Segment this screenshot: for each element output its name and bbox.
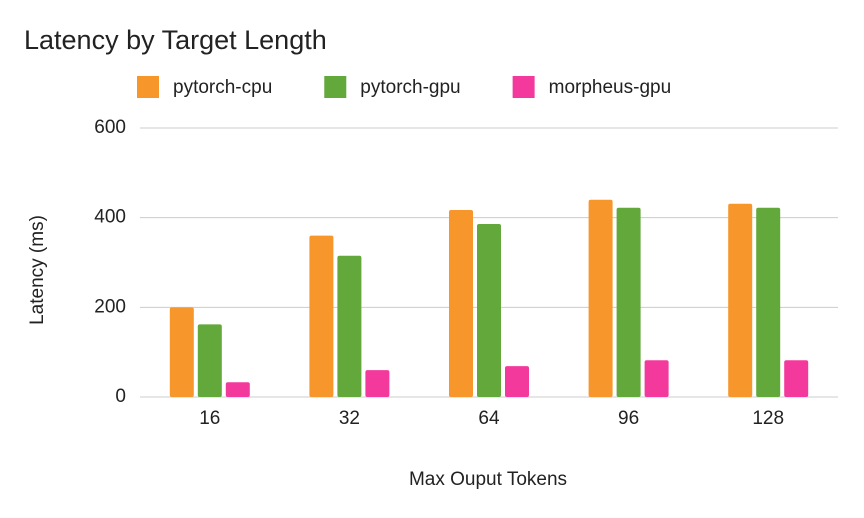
legend-label: pytorch-gpu <box>360 77 460 98</box>
chart-title: Latency by Target Length <box>24 25 327 55</box>
y-tick-label: 200 <box>94 296 126 317</box>
x-tick-label: 128 <box>752 408 784 429</box>
bar <box>169 307 194 397</box>
bar <box>197 324 222 397</box>
y-axis-label: Latency (ms) <box>27 215 48 325</box>
bar <box>616 207 641 397</box>
legend-swatch <box>324 76 347 98</box>
bar <box>588 199 613 397</box>
y-tick-label: 400 <box>94 207 126 228</box>
legend-label: morpheus-gpu <box>549 77 672 98</box>
bar <box>756 207 781 397</box>
bar <box>477 223 501 397</box>
bar <box>784 360 809 397</box>
bar <box>728 203 753 397</box>
legend-swatch <box>512 76 535 98</box>
y-tick-label: 600 <box>94 117 126 138</box>
x-tick-label: 64 <box>478 408 500 429</box>
legend-label: pytorch-cpu <box>173 77 272 98</box>
x-axis-label: Max Ouput Tokens <box>409 469 567 490</box>
bar <box>449 210 473 397</box>
x-tick-label: 32 <box>339 408 360 429</box>
bar <box>225 382 250 397</box>
bar <box>309 235 334 397</box>
bar <box>644 360 669 397</box>
bar <box>337 255 362 397</box>
x-tick-label: 16 <box>199 408 220 429</box>
legend-swatch <box>137 76 159 98</box>
bar <box>365 370 390 397</box>
y-tick-label: 0 <box>115 386 126 407</box>
x-tick-label: 96 <box>618 408 639 429</box>
bar <box>505 366 529 397</box>
